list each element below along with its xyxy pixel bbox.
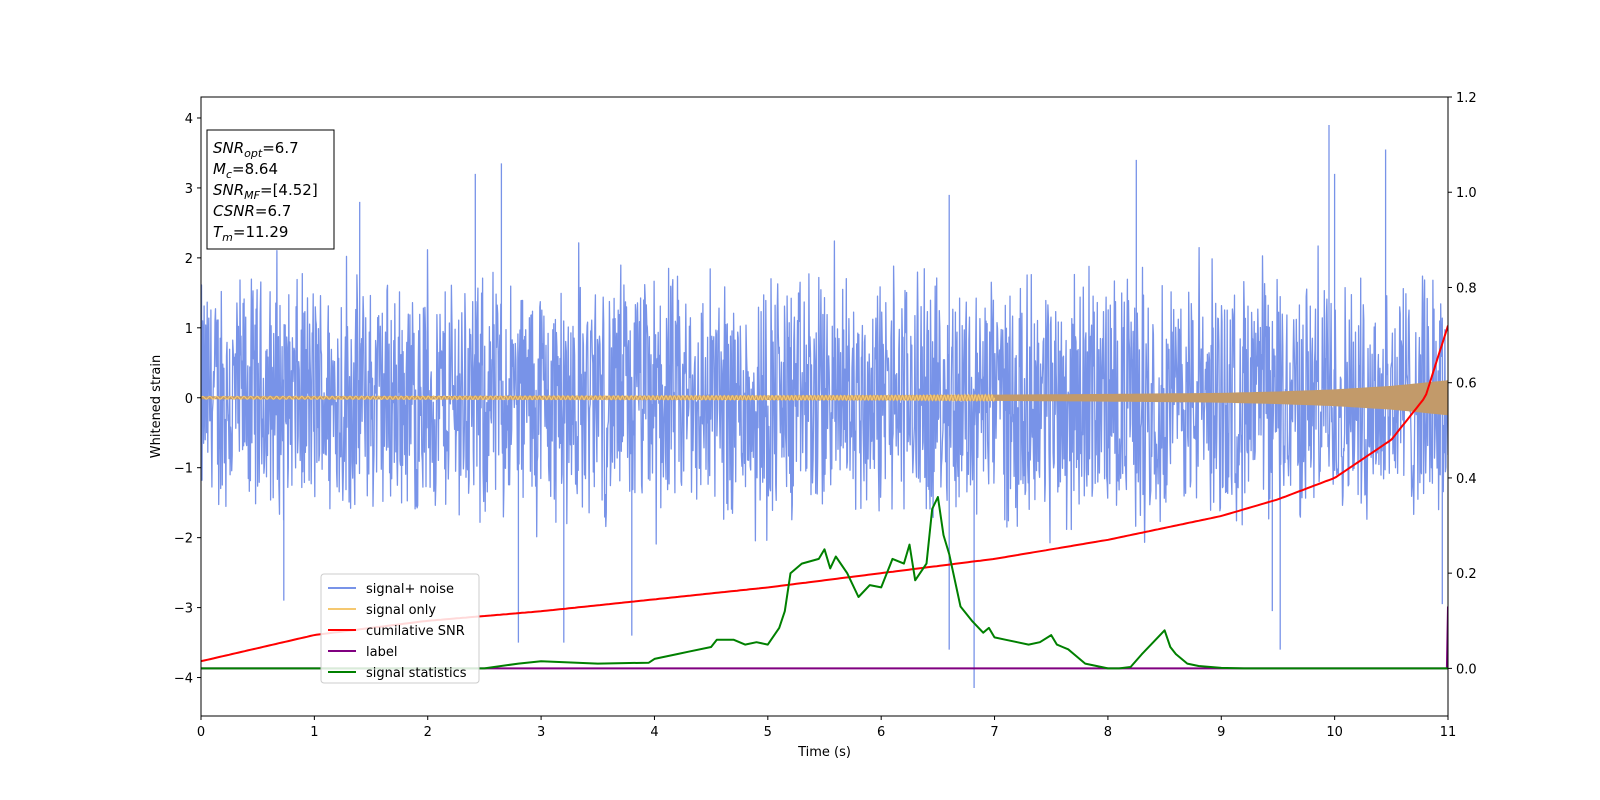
legend: signal+ noise signal only cumilative SNR la…	[320, 573, 480, 684]
textbox-line: SNRopt=6.7	[213, 139, 299, 160]
textbox-line: Mc=8.64	[213, 160, 278, 181]
y-axis-right: 1.2 1.0 0.8 0.6 0.4 0.2 0.0	[1448, 91, 1477, 677]
x-tick-label: 6	[877, 725, 885, 740]
x-tick-label: 1	[310, 725, 318, 740]
y2-tick-label: 0.6	[1456, 377, 1477, 392]
legend-entry: cumilative SNR	[366, 624, 465, 639]
y2-tick-label: 0.2	[1456, 567, 1477, 582]
x-tick-label: 8	[1104, 725, 1112, 740]
signal-only-oscillation	[201, 393, 996, 403]
legend-entry: label	[366, 645, 397, 660]
y-tick-label: −2	[174, 532, 193, 547]
y2-tick-label: 0.8	[1456, 281, 1477, 296]
y-tick-label: 3	[185, 182, 193, 197]
x-tick-label: 10	[1326, 725, 1343, 740]
y2-tick-label: 0.0	[1456, 662, 1477, 677]
y-tick-label: 2	[185, 252, 193, 267]
x-tick-label: 9	[1217, 725, 1225, 740]
x-axis-label: Time (s)	[797, 745, 851, 760]
x-tick-label: 5	[764, 725, 772, 740]
y-tick-label: −3	[174, 602, 193, 617]
y-tick-label: −1	[174, 462, 193, 477]
y-tick-label: 4	[185, 112, 193, 127]
y-tick-label: 1	[185, 322, 193, 337]
y2-tick-label: 0.4	[1456, 472, 1477, 487]
y2-tick-label: 1.0	[1456, 186, 1477, 201]
x-axis: 0 1 2 3 4 5 6 7 8 9 10 11	[197, 716, 1456, 740]
legend-entry: signal+ noise	[366, 582, 454, 597]
legend-entry: signal statistics	[366, 666, 467, 681]
textbox-line: SNRMF=[4.52]	[213, 181, 318, 202]
x-tick-label: 4	[650, 725, 658, 740]
y-tick-label: 0	[185, 392, 193, 407]
signal-noise-series	[201, 125, 1448, 688]
y-axis-left: 4 3 2 1 0 −1 −2 −3 −4	[174, 112, 201, 687]
x-tick-label: 2	[424, 725, 432, 740]
y-axis-label: Whitened strain	[149, 355, 164, 458]
textbox-line: CSNR=6.7	[213, 202, 291, 220]
x-tick-label: 0	[197, 725, 205, 740]
legend-entry: signal only	[366, 603, 436, 618]
textbox-line: Tm=11.29	[213, 223, 288, 244]
y-tick-label: −4	[174, 672, 193, 687]
x-tick-label: 11	[1440, 725, 1457, 740]
y2-tick-label: 1.2	[1456, 91, 1477, 106]
axes-frame	[200, 96, 1449, 717]
x-tick-label: 3	[537, 725, 545, 740]
signal-statistics-series	[201, 496, 1448, 670]
x-tick-label: 7	[990, 725, 998, 740]
